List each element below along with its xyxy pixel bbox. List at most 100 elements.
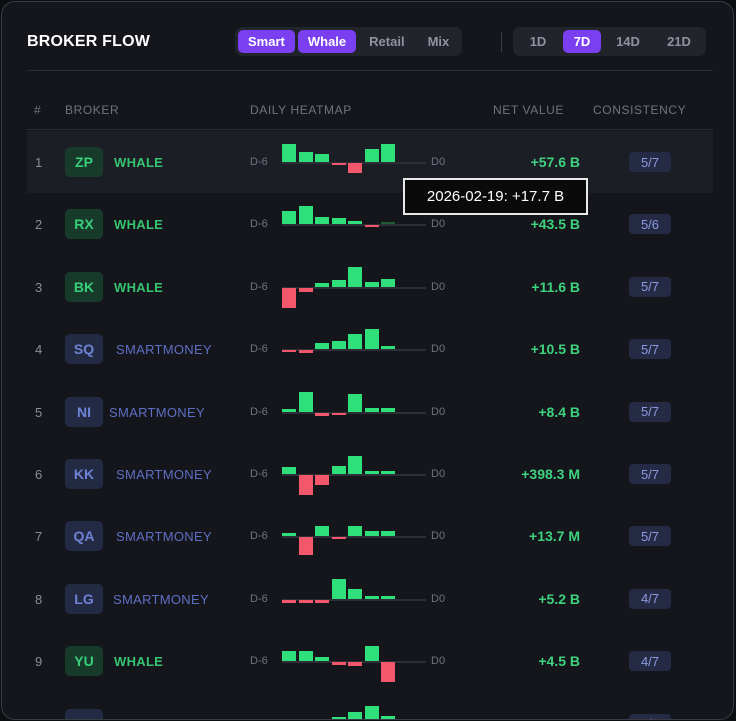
broker-code-badge[interactable]: LG [65,583,103,614]
heatmap-cell[interactable] [315,412,329,416]
table-row[interactable]: 8 LG SMARTMONEY D-6 D0 +5.2 B 4/7 [27,568,713,630]
heatmap-cell[interactable] [331,662,346,666]
broker-code-badge[interactable]: SQ [65,334,103,365]
heatmap-cell[interactable] [364,407,379,412]
heatmap-cell[interactable] [282,408,296,412]
heatmap-cell[interactable] [348,662,362,667]
column-header-net-value[interactable]: NET VALUE [493,103,564,117]
daily-heatmap[interactable] [282,381,426,443]
heatmap-cell[interactable] [364,281,379,287]
heatmap-cell[interactable] [298,287,313,292]
heatmap-cell[interactable] [348,221,362,225]
broker-code-badge[interactable]: YU [65,646,103,677]
table-row[interactable]: 3 BK WHALE D-6 D0 +11.6 B 5/7 [27,256,713,318]
heatmap-cell[interactable] [364,225,379,228]
heatmap-cell[interactable] [331,716,346,719]
heatmap-cell[interactable] [315,657,329,662]
heatmap-cell[interactable] [364,471,379,474]
period-21d-button[interactable]: 21D [667,34,691,49]
table-row[interactable]: 5 NI SMARTMONEY D-6 D0 +8.4 B 5/7 [27,381,713,443]
heatmap-cell[interactable] [282,533,296,537]
heatmap-cell[interactable] [298,350,313,354]
period-1d-button[interactable]: 1D [529,34,547,49]
filter-whale-button[interactable]: Whale [297,30,357,53]
heatmap-cell[interactable] [282,350,296,353]
heatmap-cell[interactable] [364,646,379,662]
heatmap-cell[interactable] [282,467,296,474]
heatmap-cell[interactable] [364,149,379,162]
heatmap-cell[interactable] [298,651,313,662]
heatmap-cell[interactable] [381,715,395,719]
period-7d-button[interactable]: 7D [563,30,601,53]
heatmap-cell[interactable] [315,475,329,485]
daily-heatmap[interactable] [282,443,426,505]
table-row[interactable]: 4 SQ SMARTMONEY D-6 D0 +10.5 B 5/7 [27,318,713,380]
heatmap-cell[interactable] [348,266,362,287]
daily-heatmap[interactable] [282,131,426,193]
heatmap-cell[interactable] [381,222,395,225]
heatmap-cell[interactable] [364,705,379,719]
heatmap-cell[interactable] [348,456,362,474]
table-row[interactable]: 9 YU WHALE D-6 D0 +4.5 B 4/7 [27,630,713,692]
heatmap-cell[interactable] [315,526,329,537]
filter-mix-button[interactable]: Mix [427,34,450,49]
heatmap-cell[interactable] [331,466,346,474]
daily-heatmap[interactable] [282,193,426,255]
heatmap-cell[interactable] [348,163,362,173]
heatmap-cell[interactable] [315,599,329,603]
heatmap-cell[interactable] [364,329,379,350]
heatmap-cell[interactable] [315,154,329,162]
daily-heatmap[interactable] [282,256,426,318]
filter-smart-button[interactable]: Smart [238,30,295,53]
heatmap-cell[interactable] [348,588,362,599]
heatmap-cell[interactable] [331,412,346,415]
daily-heatmap[interactable] [282,505,426,567]
daily-heatmap[interactable] [282,630,426,692]
broker-code-badge[interactable]: ID [65,708,103,719]
heatmap-cell[interactable] [298,475,313,495]
column-header-broker[interactable]: BROKER [65,103,120,117]
heatmap-cell[interactable] [282,211,296,225]
heatmap-cell[interactable] [381,144,395,162]
heatmap-cell[interactable] [331,279,346,287]
heatmap-cell[interactable] [348,711,362,719]
heatmap-cell[interactable] [315,282,329,287]
column-header-consistency[interactable]: CONSISTENCY [593,103,687,117]
heatmap-cell[interactable] [381,346,395,350]
heatmap-cell[interactable] [298,599,313,603]
heatmap-cell[interactable] [331,218,346,225]
heatmap-cell[interactable] [315,217,329,225]
heatmap-cell[interactable] [282,287,296,308]
heatmap-cell[interactable] [298,537,313,556]
heatmap-cell[interactable] [315,718,329,719]
heatmap-cell[interactable] [381,407,395,412]
broker-code-badge[interactable]: ZP [65,147,103,177]
table-row[interactable]: 1 ZP WHALE D-6 D0 +57.6 B 5/7 [27,131,713,193]
heatmap-cell[interactable] [381,471,395,474]
broker-code-badge[interactable]: NI [65,396,103,427]
heatmap-cell[interactable] [298,206,313,225]
heatmap-cell[interactable] [331,537,346,540]
filter-retail-button[interactable]: Retail [369,34,405,49]
period-14d-button[interactable]: 14D [616,34,640,49]
table-row[interactable]: 2 RX WHALE D-6 D0 +43.5 B 5/6 [27,193,713,255]
daily-heatmap[interactable] [282,568,426,630]
heatmap-cell[interactable] [348,393,362,412]
heatmap-cell[interactable] [331,163,346,165]
table-row[interactable]: 10 ID SMARTMONEY D-6 D0 +120.9 M 4/7 [27,693,713,719]
heatmap-cell[interactable] [381,278,395,287]
daily-heatmap[interactable] [282,318,426,380]
heatmap-cell[interactable] [331,341,346,350]
heatmap-cell[interactable] [298,391,313,412]
broker-code-badge[interactable]: RX [65,209,103,240]
heatmap-cell[interactable] [381,595,395,599]
broker-code-badge[interactable]: KK [65,459,103,489]
heatmap-cell[interactable] [364,595,379,599]
heatmap-cell[interactable] [381,531,395,537]
daily-heatmap[interactable] [282,693,426,719]
table-row[interactable]: 7 QA SMARTMONEY D-6 D0 +13.7 M 5/7 [27,505,713,567]
table-row[interactable]: 6 KK SMARTMONEY D-6 D0 +398.3 M 5/7 [27,443,713,505]
heatmap-cell[interactable] [315,343,329,350]
heatmap-cell[interactable] [381,662,395,683]
heatmap-cell[interactable] [298,152,313,162]
